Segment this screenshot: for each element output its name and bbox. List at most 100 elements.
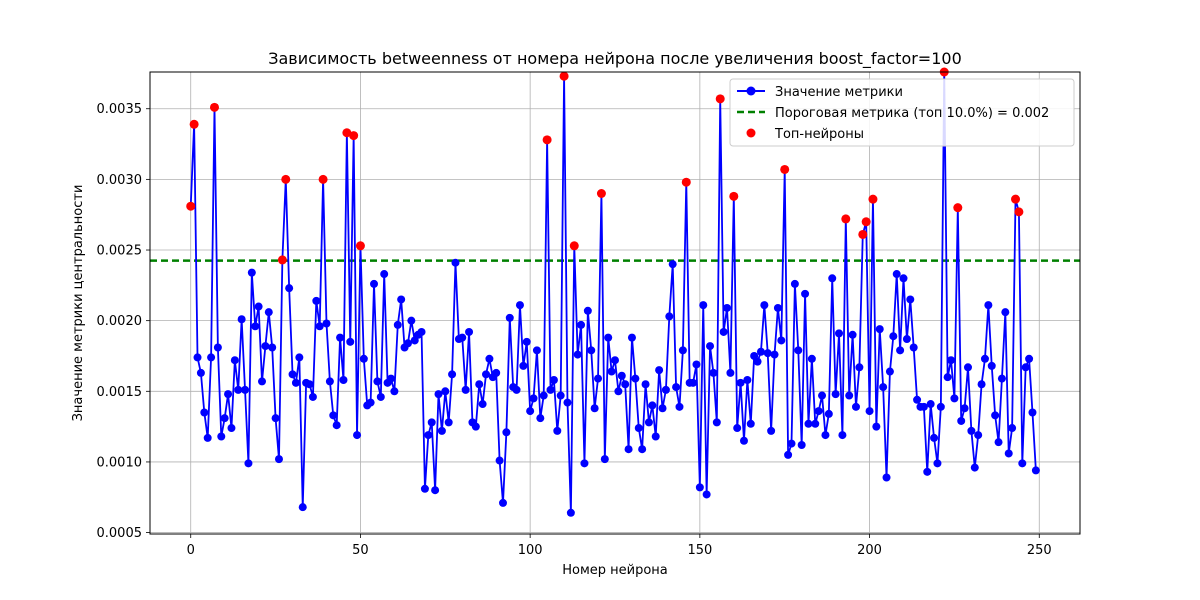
y-tick-label: 0.0035	[97, 102, 143, 117]
metric-point	[889, 332, 898, 341]
metric-point	[923, 467, 932, 476]
metric-point	[896, 346, 905, 355]
metric-point	[403, 339, 412, 348]
x-tick-label: 150	[687, 543, 712, 558]
metric-point	[346, 337, 355, 346]
metric-point	[241, 385, 250, 394]
metric-point	[230, 356, 239, 365]
metric-point	[227, 424, 236, 433]
metric-point	[390, 387, 399, 396]
metric-point	[492, 368, 501, 377]
metric-point	[268, 343, 277, 352]
metric-point	[692, 360, 701, 369]
metric-point	[719, 327, 728, 336]
metric-point	[814, 407, 823, 416]
metric-point	[794, 346, 803, 355]
metric-point	[1031, 466, 1040, 475]
top-neuron-point	[858, 229, 868, 239]
metric-point	[427, 418, 436, 427]
metric-point	[502, 428, 511, 437]
metric-point	[984, 301, 993, 310]
metric-point	[264, 308, 273, 317]
metric-point	[767, 426, 776, 435]
legend-label-threshold: Пороговая метрика (топ 10.0%) = 0.002	[775, 106, 1049, 121]
metric-point	[485, 354, 494, 363]
y-tick-label: 0.0010	[97, 455, 143, 470]
top-neuron-point	[209, 102, 219, 112]
metric-point	[902, 335, 911, 344]
metric-point	[994, 438, 1003, 447]
metric-point	[366, 398, 375, 407]
metric-point	[217, 432, 226, 441]
metric-point	[1001, 308, 1010, 317]
metric-point	[648, 401, 657, 410]
metric-point	[784, 450, 793, 459]
metric-point	[882, 473, 891, 482]
metric-point	[967, 426, 976, 435]
metric-point	[997, 374, 1006, 383]
metric-point	[723, 303, 732, 312]
metric-point	[376, 392, 385, 401]
metric-point	[577, 320, 586, 329]
top-neuron-point	[780, 164, 790, 174]
metric-point	[532, 346, 541, 355]
metric-point	[885, 367, 894, 376]
metric-point	[441, 387, 450, 396]
metric-point	[1018, 459, 1027, 468]
metric-point	[936, 402, 945, 411]
metric-point	[370, 279, 379, 288]
legend-marker-top	[746, 128, 756, 138]
metric-point	[431, 486, 440, 495]
top-neuron-point	[596, 189, 606, 199]
metric-point	[1025, 354, 1034, 363]
metric-point	[475, 380, 484, 389]
metric-point	[471, 422, 480, 431]
x-tick-label: 100	[518, 543, 543, 558]
metric-point	[386, 374, 395, 383]
metric-point	[237, 315, 246, 324]
metric-point	[587, 346, 596, 355]
metric-point	[977, 380, 986, 389]
metric-point	[851, 402, 860, 411]
metric-point	[763, 349, 772, 358]
legend-box	[729, 78, 1075, 147]
y-axis-label: Значение метрики центральности	[71, 185, 86, 422]
metric-point	[991, 411, 1000, 420]
metric-point	[675, 402, 684, 411]
x-tick-label: 50	[352, 543, 369, 558]
metric-point	[604, 333, 613, 342]
metric-point	[807, 354, 816, 363]
metric-point	[526, 407, 535, 416]
metric-point	[407, 316, 416, 325]
metric-point	[339, 376, 348, 384]
metric-point	[1021, 363, 1030, 372]
legend-label-metric: Значение метрики	[775, 85, 903, 100]
metric-point	[678, 346, 687, 355]
metric-point	[312, 296, 321, 305]
metric-point	[655, 366, 664, 375]
metric-point	[770, 350, 779, 359]
metric-point	[709, 368, 718, 377]
metric-point	[505, 313, 514, 322]
metric-point	[970, 463, 979, 472]
metric-point	[699, 301, 708, 310]
metric-point	[689, 378, 698, 387]
metric-point	[553, 426, 562, 435]
metric-point	[536, 414, 545, 423]
metric-point	[634, 424, 643, 433]
metric-point	[913, 395, 922, 404]
metric-series	[189, 71, 1037, 514]
metric-points	[186, 68, 1040, 517]
metric-point	[875, 325, 884, 334]
metric-point	[909, 343, 918, 352]
metric-point	[247, 268, 256, 277]
metric-point	[801, 289, 810, 298]
metric-point	[417, 327, 426, 336]
metric-point	[424, 431, 433, 440]
metric-point	[943, 373, 952, 382]
metric-point	[590, 404, 599, 413]
metric-point	[549, 376, 558, 384]
metric-point	[906, 295, 915, 304]
metric-point	[621, 380, 630, 389]
top-neuron-point	[277, 255, 287, 265]
